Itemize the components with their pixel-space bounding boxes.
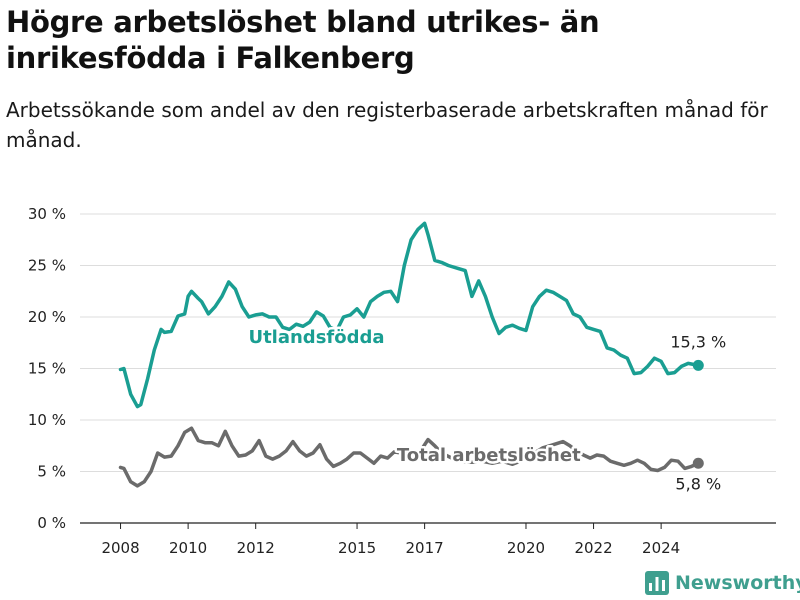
x-tick-label: 2024 [642, 539, 680, 557]
x-tick-label: 2010 [169, 539, 207, 557]
end-point-marker [692, 457, 704, 469]
x-tick-label: 2012 [237, 539, 275, 557]
y-tick-label: 25 % [28, 257, 66, 275]
chart-title: Högre arbetslöshet bland utrikes- än inr… [6, 5, 600, 75]
y-axis-ticks: 0 % 5 % 10 % 15 % 20 % 25 % 30 % [28, 205, 66, 532]
brand[interactable]: Newsworthy [645, 568, 800, 598]
x-axis: 2008 2010 2012 2015 2017 2020 2022 2024 [101, 523, 680, 557]
y-tick-label: 0 % [37, 514, 66, 532]
y-tick-label: 10 % [28, 411, 66, 429]
x-tick-label: 2022 [574, 539, 612, 557]
x-tick-label: 2017 [406, 539, 444, 557]
series-label: Utlandsfödda [248, 327, 384, 348]
x-tick-label: 2020 [507, 539, 545, 557]
y-tick-label: 5 % [37, 463, 66, 481]
end-point-marker [692, 359, 704, 371]
brand-name: Newsworthy [675, 572, 800, 594]
line-chart: 0 %5 %10 %15 %20 %25 %30 % 2008 2010 2012 2… [28, 205, 776, 557]
end-value-label: 15,3 % [670, 332, 726, 351]
x-tick-label: 2008 [101, 539, 139, 557]
newsworthy-logo-icon [645, 571, 669, 595]
y-tick-label: 20 % [28, 308, 66, 326]
series-line-utlandsfodda [118, 221, 701, 409]
end-value-label: 5,8 % [675, 474, 721, 493]
chart-subtitle: Arbetssökande som andel av den registerb… [6, 98, 768, 152]
series-labels: 15,3 % Utlandsfödda 5,8 % Total arbetslöshe… [246, 324, 726, 493]
x-tick-label: 2015 [338, 539, 376, 557]
series-label: Total arbetslöshet [397, 445, 581, 466]
y-tick-label: 30 % [28, 205, 66, 223]
series-line-total [118, 426, 701, 488]
series-group [118, 221, 704, 488]
gridlines [80, 213, 776, 524]
y-tick-label: 15 % [28, 360, 66, 378]
